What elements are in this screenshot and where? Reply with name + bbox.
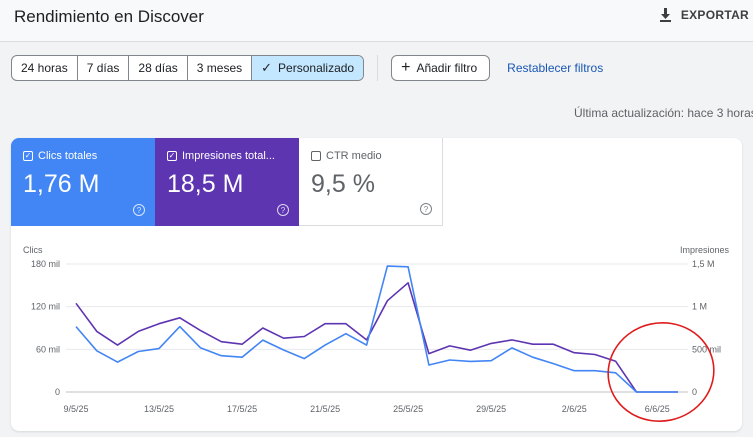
metric-label: Impresiones total... xyxy=(182,150,275,162)
filter-bar: 24 horas 7 días 28 días 3 meses ✓ Person… xyxy=(11,55,603,81)
export-button[interactable]: EXPORTAR xyxy=(659,8,749,22)
add-filter-button[interactable]: + Añadir filtro xyxy=(391,55,491,81)
y-tick-label-right: 1 M xyxy=(692,302,707,312)
range-3m-button[interactable]: 3 meses xyxy=(188,56,253,80)
checkbox-checked-icon[interactable]: ✓ xyxy=(167,151,177,161)
x-tick-label: 13/5/25 xyxy=(144,404,174,414)
metric-ctr-tile[interactable]: CTR medio 9,5 % ? xyxy=(299,138,443,226)
plus-icon: + xyxy=(401,59,411,76)
annotation-circle xyxy=(607,322,715,422)
help-icon[interactable]: ? xyxy=(420,203,432,215)
range-24h-button[interactable]: 24 horas xyxy=(12,56,78,80)
checkbox-checked-icon[interactable]: ✓ xyxy=(23,151,33,161)
y-tick-label-left: 120 mil xyxy=(31,302,60,312)
last-update-text: Última actualización: hace 3 horas xyxy=(574,106,753,120)
date-range-selector: 24 horas 7 días 28 días 3 meses ✓ Person… xyxy=(11,55,365,81)
divider xyxy=(377,55,379,81)
y-tick-label-left: 0 xyxy=(55,387,60,397)
y-tick-label-left: 180 mil xyxy=(31,259,60,269)
metric-impressions-tile[interactable]: ✓ Impresiones total... 18,5 M ? xyxy=(155,138,299,226)
y-tick-label-right: 500 mil xyxy=(692,344,721,354)
download-icon xyxy=(659,8,672,22)
y-axis-title-left: Clics xyxy=(23,245,43,255)
x-tick-label: 25/5/25 xyxy=(393,404,423,414)
range-28d-button[interactable]: 28 días xyxy=(129,56,188,80)
metric-clicks-tile[interactable]: ✓ Clics totales 1,76 M ? xyxy=(11,138,155,226)
add-filter-label: Añadir filtro xyxy=(416,61,478,75)
range-label: 28 días xyxy=(138,61,178,75)
reset-filters-link[interactable]: Restablecer filtros xyxy=(507,61,604,75)
check-icon: ✓ xyxy=(261,60,273,75)
series-line-impressions xyxy=(75,282,678,393)
metric-value: 1,76 M xyxy=(23,170,100,198)
range-7d-button[interactable]: 7 días xyxy=(78,56,130,80)
metric-label: Clics totales xyxy=(38,150,98,162)
range-label: 7 días xyxy=(86,61,120,75)
y-tick-label-right: 0 xyxy=(692,387,697,397)
y-axis-title-right: Impresiones xyxy=(680,245,730,255)
metric-value: 9,5 % xyxy=(311,170,375,198)
x-tick-label: 29/5/25 xyxy=(476,404,506,414)
x-tick-label: 17/5/25 xyxy=(227,404,257,414)
metric-label: CTR medio xyxy=(326,150,382,162)
x-tick-label: 6/6/25 xyxy=(645,404,670,414)
y-tick-label-right: 1,5 M xyxy=(692,259,715,269)
range-custom-button[interactable]: ✓ Personalizado xyxy=(252,56,364,80)
help-icon[interactable]: ? xyxy=(277,204,289,216)
performance-chart: 0 60 mil 120 mil 180 mil 0 500 mil 1 M 1,5 M Cli… xyxy=(23,245,730,422)
range-label: Personalizado xyxy=(278,61,355,75)
help-icon[interactable]: ? xyxy=(133,204,145,216)
top-bar: Rendimiento en Discover EXPORTAR xyxy=(0,0,753,42)
checkbox-unchecked-icon[interactable] xyxy=(311,151,321,161)
export-label: EXPORTAR xyxy=(680,8,749,22)
x-tick-label: 9/5/25 xyxy=(63,404,88,414)
range-label: 24 horas xyxy=(21,61,68,75)
page-title: Rendimiento en Discover xyxy=(14,7,204,26)
series-line-clicks xyxy=(75,265,678,393)
x-tick-label: 21/5/25 xyxy=(310,404,340,414)
performance-card: ✓ Clics totales 1,76 M ? ✓ Impresiones t… xyxy=(11,138,742,431)
x-tick-label: 2/6/25 xyxy=(562,404,587,414)
metric-value: 18,5 M xyxy=(167,170,244,198)
range-label: 3 meses xyxy=(196,61,243,75)
y-tick-label-left: 60 mil xyxy=(36,344,60,354)
